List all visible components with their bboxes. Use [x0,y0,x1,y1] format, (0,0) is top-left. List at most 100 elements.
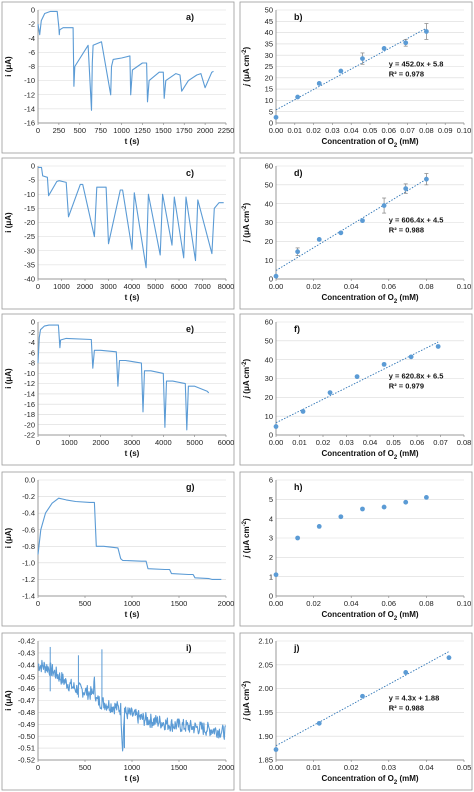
panel-label: c) [186,168,194,178]
y-tick-label: 50 [265,336,273,345]
x-tick-label: 1500 [155,126,172,135]
y-tick-label: -30 [24,246,35,255]
data-point [273,572,279,578]
y-tick-label: -0.48 [18,708,35,717]
panel-label: b) [294,12,303,22]
y-tick-label: 0 [31,318,35,327]
y-tick-label: 35 [265,40,273,49]
panel-a: 0-2-4-6-8-10-12-14-160 250 500 750 1000 1250 1… [1,1,235,154]
y-tick-label: 0 [269,275,273,284]
x-tick-label: 0.02 [306,126,321,135]
y-tick-label: -20 [24,218,35,227]
x-tick-label: 0.06 [410,438,425,447]
x-tick-label: 1000 [53,282,70,291]
y-tick-label: 0 [31,6,35,15]
data-point [338,230,344,236]
x-tick-label: 0 [36,126,40,135]
y-tick-label: -0.42 [18,637,35,646]
x-tick-label: 0.08 [457,438,472,447]
x-tick-label: 0.10 [457,282,472,291]
x-tick-label: 0.06 [381,599,396,608]
y-axis-label: i (μA) [4,368,13,389]
panel-b: 0 5 10 15 20 25 30 35 40 45 50 0.00 0.01 0.02 0.03 0.04… [239,1,473,154]
y-tick-label: 30 [265,51,273,60]
data-point [295,249,301,255]
data-point [403,499,409,505]
y-tick-label: -35 [24,260,35,269]
y-tick-label: -4 [28,338,35,347]
y-tick-label: -18 [24,410,35,419]
panel-g: 0.0 -0.2 -0.4 -0.6 -0.8 -1.0 -1.2 -1.40 500 1000 1… [1,471,235,627]
x-tick-label: 0.07 [433,438,448,447]
x-tick-label: 0.00 [269,282,284,291]
y-tick-label: 10 [265,412,273,421]
x-tick-label: 1750 [176,126,193,135]
y-tick-label: -0.49 [18,720,35,729]
x-tick-label: 0.01 [292,438,307,447]
y-tick-label: -0.51 [18,744,35,753]
panel-label: d) [294,168,303,178]
x-tick-label: 0.08 [419,282,434,291]
panel-j: 1.85 1.90 1.95 2.00 2.05 2.10 0.00 0.01 0.02 0.03… [239,632,473,791]
y-tick-label: -0.8 [22,542,35,551]
data-point [424,29,429,34]
y-tick-label: 0.0 [25,476,35,485]
y-tick-label: -0.4 [22,509,35,518]
r-squared: R² = 0.988 [389,226,424,235]
panel-label: h) [294,482,303,492]
x-tick-label: 5000 [186,438,203,447]
x-tick-label: 1000 [124,599,141,608]
y-tick-label: 2.10 [258,637,273,646]
current-trace [37,497,222,580]
x-tick-label: 0.03 [325,126,340,135]
x-tick-label: 0 [36,763,40,772]
r-squared: R² = 0.979 [389,382,424,391]
panel-label: i) [186,643,192,653]
y-tick-label: 60 [265,318,273,327]
y-tick-label: 10 [265,96,273,105]
y-tick-label: 1.90 [258,732,273,741]
x-tick-label: 0.00 [269,126,284,135]
y-axis-label: i (μA) [4,527,13,548]
x-tick-label: 0.00 [269,438,284,447]
trendline [275,178,427,271]
panel-label: g) [186,482,195,492]
data-point [327,390,333,396]
data-point [273,273,279,279]
data-point [295,535,301,541]
data-point [408,354,414,360]
y-tick-label: 30 [265,218,273,227]
x-tick-label: 0 [36,599,40,608]
data-point [446,655,452,661]
data-point [273,424,279,429]
y-tick-label: -20 [24,420,35,429]
y-tick-label: -25 [24,232,35,241]
y-tick-label: -0.6 [22,525,35,534]
y-axis-label: j (μA cm-2) [242,47,251,88]
y-tick-label: 0 [31,162,35,171]
y-tick-label: 6 [269,476,273,485]
y-tick-label: 20 [265,393,273,402]
x-tick-label: 0.04 [419,763,434,772]
r-squared: R² = 0.978 [389,70,424,79]
data-point [381,504,387,510]
x-tick-label: 8000 [218,282,235,291]
x-tick-label: 0.10 [457,126,472,135]
x-tick-label: 2000 [218,763,235,772]
x-tick-label: 0.02 [316,438,331,447]
x-tick-label: 2000 [197,126,214,135]
data-point [354,374,360,380]
x-tick-label: 0.05 [386,438,401,447]
x-tick-label: 0.00 [269,763,284,772]
current-trace [37,659,226,752]
y-tick-label: -16 [24,119,35,128]
data-point [381,203,387,208]
x-tick-label: 0.03 [339,438,354,447]
current-trace [37,10,214,111]
trend-equation: y = 620.8x + 6.5 [389,372,444,381]
y-tick-label: 50 [265,180,273,189]
data-point [360,218,365,224]
x-tick-label: 0.00 [269,599,284,608]
x-axis-label: t (s) [125,610,140,619]
